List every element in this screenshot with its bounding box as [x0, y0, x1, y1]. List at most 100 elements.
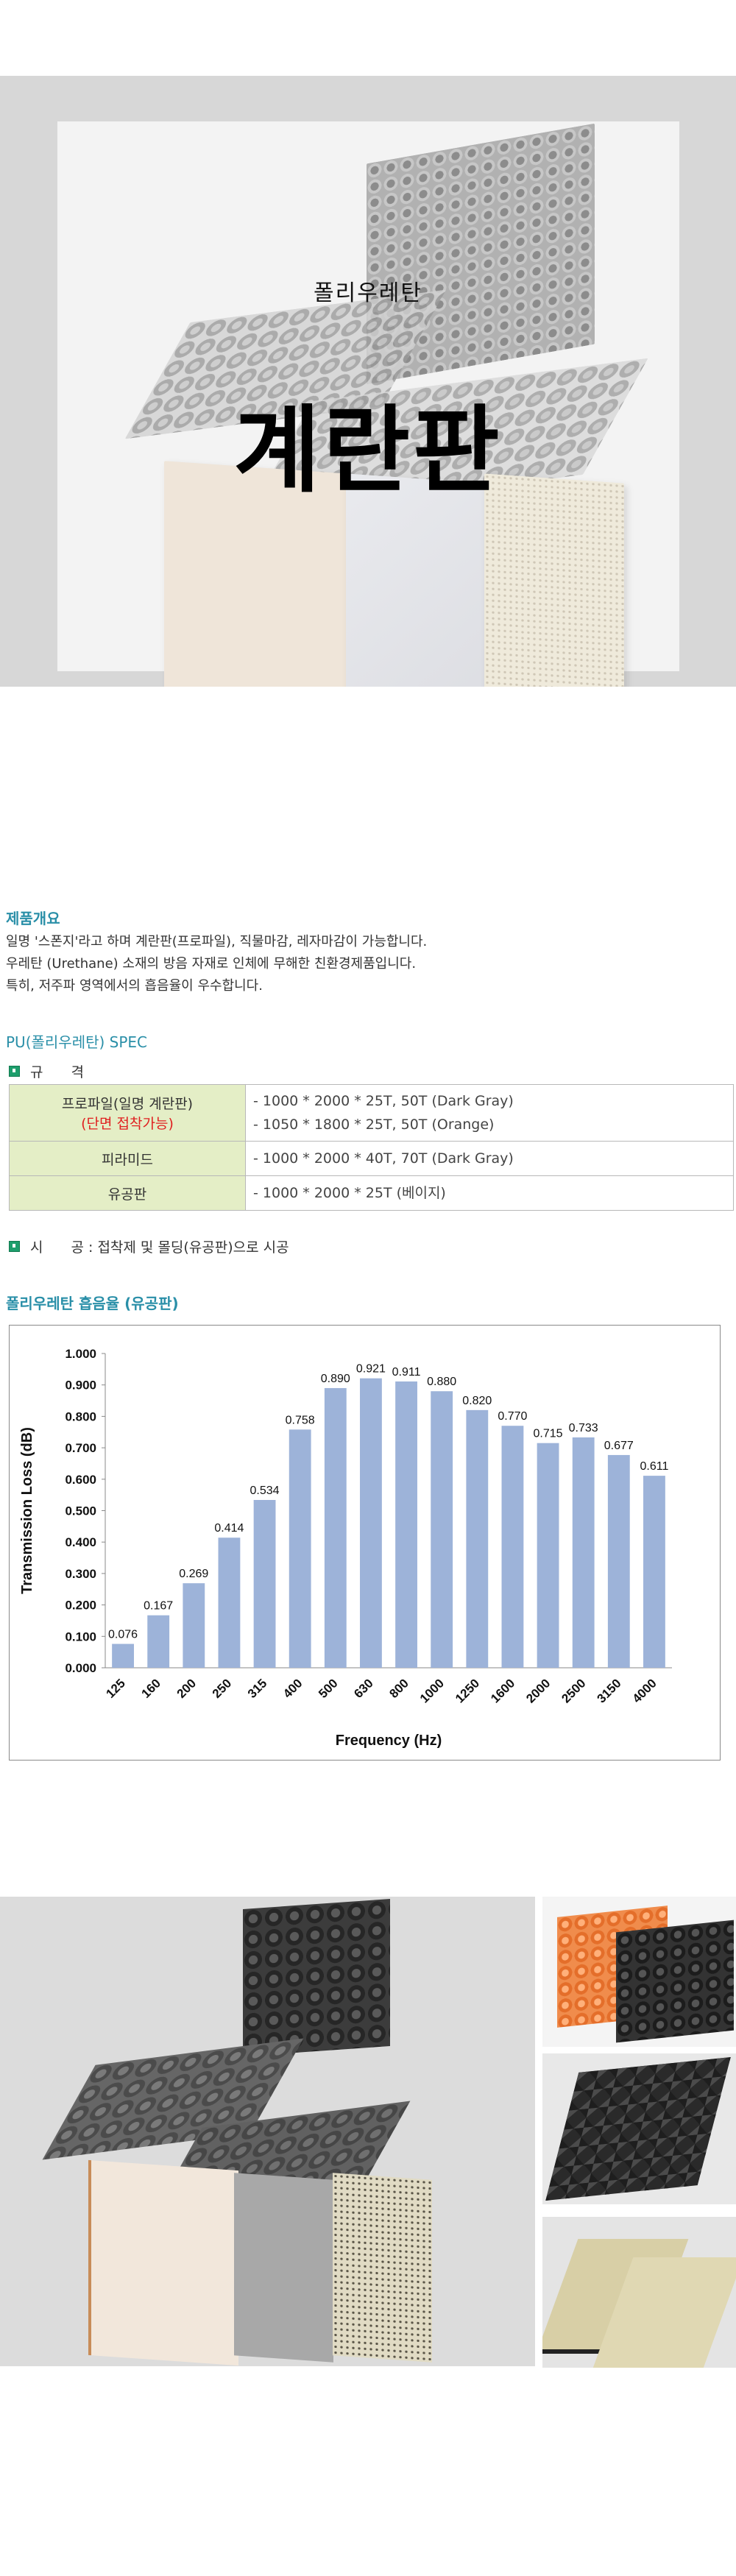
data-label: 0.820 — [462, 1395, 492, 1407]
spec-value-cell: - 1000 * 2000 * 40T, 70T (Dark Gray) — [245, 1141, 734, 1176]
overview-text: 일명 '스폰지'라고 하며 계란판(프로파일), 직물마감, 레자마감이 가능합… — [6, 931, 727, 997]
bullet-icon — [9, 1066, 20, 1077]
x-tick-label: 160 — [139, 1676, 163, 1700]
hero-image-card — [57, 121, 679, 687]
absorption-chart: 0.000 0.100 0.200 0.300 0.400 0.500 0.600 0.700… — [9, 1325, 721, 1761]
x-tick-label: 1000 — [417, 1676, 447, 1705]
hero-title: 계란판 — [233, 396, 503, 506]
data-label: 0.611 — [640, 1460, 669, 1473]
y-tick-label: 0.500 — [65, 1504, 96, 1518]
data-label: 0.911 — [392, 1366, 421, 1379]
y-tick-label: 0.300 — [65, 1567, 96, 1581]
y-tick-label: 0.700 — [65, 1441, 96, 1455]
data-label: 0.770 — [498, 1410, 527, 1423]
data-label: 0.167 — [144, 1600, 173, 1613]
overview-heading: 제품개요 — [6, 910, 60, 927]
y-tick-label: 1.000 — [65, 1347, 96, 1361]
data-label: 0.758 — [286, 1414, 315, 1426]
bullet-icon — [9, 1241, 20, 1252]
table-row: 유공판 - 1000 * 2000 * 25T (베이지) — [9, 1175, 734, 1211]
spec-bullet-label: 시 공 : 접착제 및 몰딩(유공판)으로 시공 — [30, 1239, 289, 1256]
spec-table: 프로파일(일명 계란판) (단면 접착가능) - 1000 * 2000 * 2… — [9, 1084, 734, 1211]
product-thumb-profile — [542, 1897, 736, 2047]
bar — [607, 1454, 630, 1668]
x-tick-label: 1250 — [453, 1676, 482, 1705]
spec-bullet-size: 규 격 — [9, 1061, 84, 1081]
bar — [643, 1476, 665, 1668]
y-tick-label: 0.000 — [65, 1661, 96, 1675]
x-tick-label: 315 — [245, 1676, 269, 1700]
product-thumb-pyramid — [542, 2053, 736, 2204]
bar — [466, 1409, 489, 1668]
x-tick-label: 500 — [316, 1676, 340, 1700]
x-tick-label: 800 — [386, 1676, 411, 1700]
data-label: 0.715 — [534, 1428, 563, 1440]
bar — [289, 1429, 311, 1668]
x-tick-label: 250 — [210, 1676, 234, 1700]
spec-note: (단면 접착가능) — [81, 1116, 174, 1132]
bar — [572, 1437, 595, 1668]
bar — [431, 1391, 453, 1668]
table-row: 피라미드 - 1000 * 2000 * 40T, 70T (Dark Gray… — [9, 1141, 734, 1176]
hero-subtitle: 폴리우레탄 — [314, 280, 422, 306]
chart-heading: 폴리우레탄 흡음율 (유공판) — [6, 1295, 179, 1312]
product-photo-main — [0, 1897, 535, 2366]
hero-banner: 폴리우레탄 계란판 — [0, 76, 736, 687]
spec-name: 프로파일(일명 계란판) — [61, 1096, 194, 1112]
spec-name-cell: 프로파일(일명 계란판) (단면 접착가능) — [9, 1084, 246, 1142]
overview-line: 일명 '스폰지'라고 하며 계란판(프로파일), 직물마감, 레자마감이 가능합… — [6, 934, 428, 949]
data-label: 0.076 — [108, 1629, 138, 1641]
data-label: 0.534 — [250, 1485, 280, 1497]
x-tick-label: 125 — [103, 1676, 127, 1700]
bar — [324, 1387, 347, 1668]
data-label: 0.733 — [569, 1422, 598, 1434]
x-tick-label: 200 — [174, 1676, 199, 1700]
x-tick-label: 4000 — [630, 1676, 659, 1705]
bar — [183, 1583, 205, 1668]
photo-board-fabric — [234, 2173, 333, 2363]
bar — [537, 1443, 559, 1668]
x-tick-label: 2000 — [523, 1676, 553, 1705]
product-thumb-perforated — [542, 2217, 736, 2368]
y-tick-label: 0.100 — [65, 1630, 96, 1643]
x-tick-label: 3150 — [594, 1676, 623, 1705]
x-tick-label: 2500 — [559, 1676, 588, 1705]
spec-value: - 1000 * 2000 * 25T, 50T (Dark Gray) — [253, 1093, 514, 1109]
photo-board-perforated — [333, 2173, 432, 2363]
chart-svg: 0.000 0.100 0.200 0.300 0.400 0.500 0.600 0.700… — [19, 1347, 672, 1749]
data-label: 0.677 — [604, 1440, 634, 1452]
bar — [501, 1426, 524, 1668]
spec-heading: PU(폴리우레탄) SPEC — [6, 1033, 148, 1051]
thumb-foam-black — [616, 1919, 734, 2043]
data-label: 0.921 — [356, 1363, 386, 1376]
overview-line: 특히, 저주파 영역에서의 흡음율이 우수합니다. — [6, 978, 263, 994]
x-tick-label: 630 — [351, 1676, 375, 1700]
x-tick-label: 1600 — [488, 1676, 517, 1705]
spec-value-cell: - 1000 * 2000 * 25T (베이지) — [245, 1175, 734, 1211]
thumb-pyramid-foam — [545, 2057, 731, 2201]
y-tick-label: 0.400 — [65, 1535, 96, 1549]
y-tick-label: 0.200 — [65, 1599, 96, 1613]
table-row: 프로파일(일명 계란판) (단면 접착가능) - 1000 * 2000 * 2… — [9, 1084, 734, 1142]
photo-board-cream — [88, 2159, 238, 2366]
spec-value-cell: - 1000 * 2000 * 25T, 50T (Dark Gray) - 1… — [245, 1084, 734, 1142]
bar — [218, 1538, 241, 1668]
bar — [147, 1615, 170, 1668]
overview-line: 우레탄 (Urethane) 소재의 방음 자재로 인체에 무해한 친환경제품입… — [6, 956, 417, 972]
y-tick-label: 0.900 — [65, 1379, 96, 1393]
data-label: 0.414 — [214, 1522, 244, 1535]
data-label: 0.269 — [179, 1568, 208, 1580]
y-tick-label: 0.800 — [65, 1409, 96, 1423]
data-label: 0.890 — [321, 1373, 350, 1385]
bar — [395, 1381, 417, 1668]
spec-bullet-label: 규 격 — [30, 1064, 84, 1080]
x-tick-label: 400 — [280, 1676, 305, 1700]
photo-foam-black — [243, 1899, 390, 2056]
y-tick-label: 0.600 — [65, 1473, 96, 1487]
bar — [253, 1499, 276, 1668]
spec-name-cell: 피라미드 — [9, 1141, 246, 1176]
data-label: 0.880 — [427, 1376, 456, 1388]
spec-bullet-install: 시 공 : 접착제 및 몰딩(유공판)으로 시공 — [9, 1236, 289, 1256]
bar — [112, 1643, 134, 1668]
spec-value: - 1050 * 1800 * 25T, 50T (Orange) — [253, 1117, 495, 1133]
